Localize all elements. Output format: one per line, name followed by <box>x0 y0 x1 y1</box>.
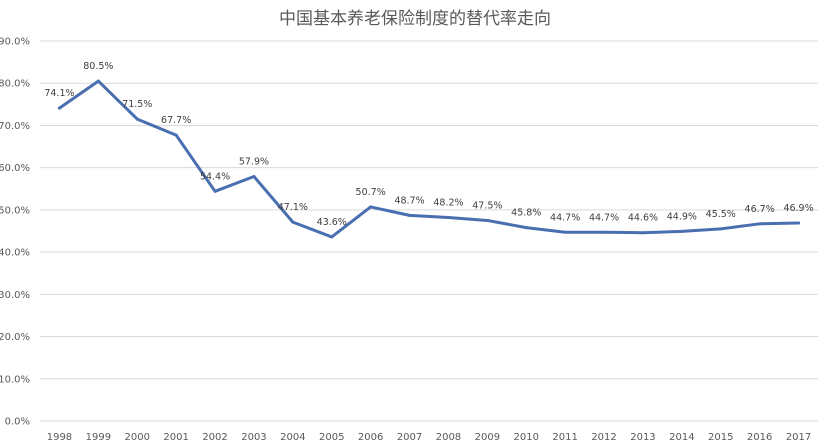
data-point <box>641 231 645 235</box>
y-tick-label: 30.0% <box>0 290 30 301</box>
x-tick-label: 2002 <box>202 432 227 443</box>
data-point <box>135 117 139 121</box>
data-point <box>252 175 256 179</box>
data-label: 48.7% <box>394 195 424 206</box>
y-tick-label: 90.0% <box>0 37 30 48</box>
chart-title: 中国基本养老保险制度的替代率走向 <box>279 9 551 29</box>
data-point <box>797 221 801 225</box>
x-tick-label: 2010 <box>514 432 539 443</box>
y-tick-label: 10.0% <box>0 374 30 385</box>
x-tick-label: 1999 <box>86 432 111 443</box>
x-tick-label: 2005 <box>319 432 344 443</box>
data-label: 46.7% <box>745 204 775 215</box>
data-point <box>213 189 217 193</box>
data-label: 44.7% <box>550 212 580 223</box>
x-tick-label: 2013 <box>630 432 655 443</box>
x-tick-label: 2009 <box>475 432 500 443</box>
y-tick-label: 50.0% <box>0 205 30 216</box>
data-label: 44.7% <box>589 212 619 223</box>
x-tick-label: 2014 <box>669 432 694 443</box>
y-tick-label: 0.0% <box>5 417 30 428</box>
x-tick-label: 2012 <box>591 432 616 443</box>
data-label: 43.6% <box>317 217 347 228</box>
data-point <box>291 220 295 224</box>
data-label: 44.6% <box>628 213 658 224</box>
data-point <box>524 226 528 230</box>
x-tick-label: 2017 <box>786 432 811 443</box>
data-point <box>485 218 489 222</box>
data-label: 54.4% <box>200 171 230 182</box>
data-label: 80.5% <box>83 61 113 72</box>
x-tick-label: 2004 <box>280 432 305 443</box>
data-label: 47.1% <box>278 202 308 213</box>
data-label: 47.5% <box>472 200 502 211</box>
data-point <box>96 79 100 83</box>
y-tick-label: 20.0% <box>0 332 30 343</box>
data-label: 67.7% <box>161 115 191 126</box>
data-point <box>330 235 334 239</box>
data-label: 45.5% <box>706 209 736 220</box>
data-label: 74.1% <box>44 88 74 99</box>
data-point <box>57 106 61 110</box>
y-tick-label: 70.0% <box>0 121 30 132</box>
x-tick-label: 1998 <box>47 432 72 443</box>
x-tick-label: 2000 <box>125 432 150 443</box>
data-point <box>174 133 178 137</box>
data-point <box>446 215 450 219</box>
x-tick-label: 2003 <box>241 432 266 443</box>
series-line <box>57 79 801 239</box>
data-point <box>680 229 684 233</box>
data-label: 57.9% <box>239 157 269 168</box>
data-point <box>758 222 762 226</box>
data-label: 50.7% <box>356 187 386 198</box>
y-tick-label: 40.0% <box>0 248 30 259</box>
data-label: 48.2% <box>433 197 463 208</box>
y-tick-label: 60.0% <box>0 163 30 174</box>
x-tick-label: 2001 <box>163 432 188 443</box>
x-tick-label: 2008 <box>436 432 461 443</box>
x-tick-label: 2007 <box>397 432 422 443</box>
data-label: 46.9% <box>783 203 813 214</box>
data-label: 71.5% <box>122 99 152 110</box>
data-label: 45.8% <box>511 208 541 219</box>
data-point <box>563 230 567 234</box>
x-tick-label: 2006 <box>358 432 383 443</box>
x-tick-label: 2011 <box>552 432 577 443</box>
data-point <box>369 205 373 209</box>
y-tick-label: 80.0% <box>0 79 30 90</box>
x-tick-label: 2015 <box>708 432 733 443</box>
data-point <box>719 227 723 231</box>
x-tick-label: 2016 <box>747 432 772 443</box>
data-point <box>408 213 412 217</box>
data-label: 44.9% <box>667 211 697 222</box>
data-point <box>602 230 606 234</box>
